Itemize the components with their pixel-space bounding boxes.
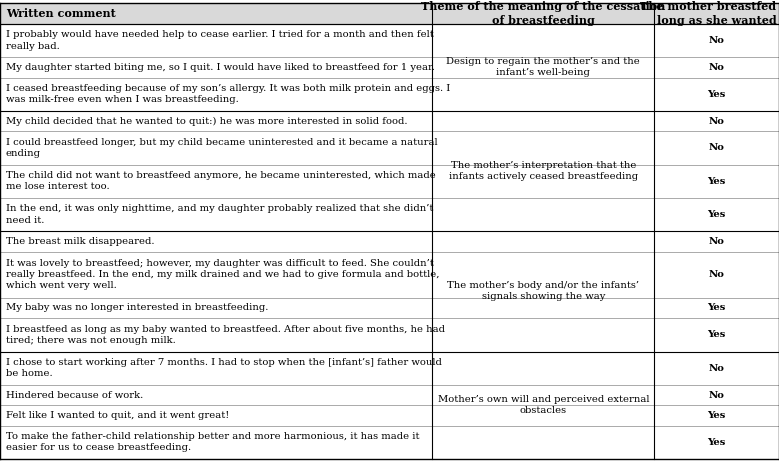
Text: Written comment: Written comment xyxy=(6,8,116,19)
Text: No: No xyxy=(709,270,724,279)
Text: Mother’s own will and perceived external
obstacles: Mother’s own will and perceived external… xyxy=(438,395,649,415)
Text: Yes: Yes xyxy=(707,177,726,186)
Text: Yes: Yes xyxy=(707,438,726,447)
Text: It was lovely to breastfeed; however, my daughter was difficult to feed. She cou: It was lovely to breastfeed; however, my… xyxy=(6,259,439,290)
Text: The mother breastfed as
long as she wanted: The mother breastfed as long as she want… xyxy=(640,1,779,26)
Text: No: No xyxy=(709,143,724,152)
Text: The mother’s body and/or the infants’
signals showing the way: The mother’s body and/or the infants’ si… xyxy=(447,281,640,301)
Text: Felt like I wanted to quit, and it went great!: Felt like I wanted to quit, and it went … xyxy=(6,411,229,420)
Text: No: No xyxy=(709,390,724,400)
Text: I ceased breastfeeding because of my son’s allergy. It was both milk protein and: I ceased breastfeeding because of my son… xyxy=(6,84,450,104)
Text: Yes: Yes xyxy=(707,330,726,340)
Text: My daughter started biting me, so I quit. I would have liked to breastfeed for 1: My daughter started biting me, so I quit… xyxy=(6,63,435,72)
Text: Yes: Yes xyxy=(707,304,726,312)
Text: The breast milk disappeared.: The breast milk disappeared. xyxy=(6,237,154,246)
Text: I breastfeed as long as my baby wanted to breastfeed. After about five months, h: I breastfeed as long as my baby wanted t… xyxy=(6,325,445,345)
Text: I could breastfeed longer, but my child became uninterested and it became a natu: I could breastfeed longer, but my child … xyxy=(6,138,438,158)
Text: I chose to start working after 7 months. I had to stop when the [infant’s] fathe: I chose to start working after 7 months.… xyxy=(6,358,442,378)
Text: Yes: Yes xyxy=(707,411,726,420)
Text: The child did not want to breastfeed anymore, he became uninterested, which made: The child did not want to breastfeed any… xyxy=(6,171,435,191)
Text: My child decided that he wanted to quit:) he was more interested in solid food.: My child decided that he wanted to quit:… xyxy=(6,116,407,126)
Text: No: No xyxy=(709,116,724,126)
Bar xyxy=(0,3,779,24)
Text: No: No xyxy=(709,36,724,45)
Text: I probably would have needed help to cease earlier. I tried for a month and then: I probably would have needed help to cea… xyxy=(6,30,434,50)
Text: Yes: Yes xyxy=(707,210,726,219)
Text: Yes: Yes xyxy=(707,90,726,99)
Text: No: No xyxy=(709,237,724,246)
Text: Hindered because of work.: Hindered because of work. xyxy=(6,390,143,400)
Text: No: No xyxy=(709,364,724,373)
Text: The mother’s interpretation that the
infants actively ceased breastfeeding: The mother’s interpretation that the inf… xyxy=(449,161,638,181)
Text: Theme of the meaning of the cessation
of breastfeeding: Theme of the meaning of the cessation of… xyxy=(421,1,665,26)
Text: To make the father-child relationship better and more harmonious, it has made it: To make the father-child relationship be… xyxy=(6,432,420,452)
Text: In the end, it was only nighttime, and my daughter probably realized that she di: In the end, it was only nighttime, and m… xyxy=(6,205,433,225)
Text: Design to regain the mother’s and the
infant’s well-being: Design to regain the mother’s and the in… xyxy=(446,57,640,77)
Text: No: No xyxy=(709,63,724,72)
Text: My baby was no longer interested in breastfeeding.: My baby was no longer interested in brea… xyxy=(6,304,269,312)
